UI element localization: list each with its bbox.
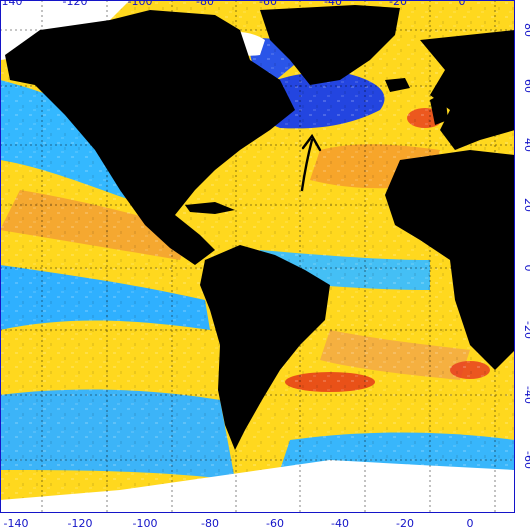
right-lat-tick: 20 bbox=[522, 198, 530, 212]
land-iceland bbox=[385, 78, 410, 92]
bottom-lon-tick: -40 bbox=[331, 517, 349, 530]
right-lat-tick: -60 bbox=[522, 451, 530, 469]
bottom-lon-tick: -60 bbox=[266, 517, 284, 530]
annotation-arrow bbox=[300, 133, 322, 192]
top-lon-tick: -20 bbox=[389, 0, 407, 8]
bottom-lon-tick: -140 bbox=[4, 517, 29, 530]
right-lat-tick: -20 bbox=[522, 321, 530, 339]
right-lat-tick: 60 bbox=[522, 79, 530, 93]
top-lon-tick: -80 bbox=[196, 0, 214, 8]
right-axis: 80 60 40 20 0 -20 -40 -60 bbox=[522, 23, 530, 469]
top-lon-tick: -140 bbox=[0, 0, 22, 8]
top-lon-tick: -40 bbox=[324, 0, 342, 8]
bottom-axis: -140 -120 -100 -80 -60 -40 -20 0 bbox=[4, 517, 474, 530]
top-lon-tick: 0 bbox=[459, 0, 466, 8]
land-uk bbox=[430, 92, 448, 125]
plot-border bbox=[0, 0, 515, 513]
right-lat-tick: 80 bbox=[522, 23, 530, 37]
bottom-lon-tick: 0 bbox=[467, 517, 474, 530]
top-lon-tick: -120 bbox=[63, 0, 88, 8]
graticule bbox=[0, 0, 515, 513]
top-lon-tick: -100 bbox=[128, 0, 153, 8]
arrow-head bbox=[301, 133, 322, 152]
ice-antarctic bbox=[0, 460, 515, 513]
land-africa bbox=[385, 150, 515, 370]
right-lat-tick: -40 bbox=[522, 386, 530, 404]
ocean-anomaly-field bbox=[0, 0, 515, 513]
top-lon-tick: -60 bbox=[259, 0, 277, 8]
land-south-america bbox=[200, 245, 330, 450]
right-lat-tick: 0 bbox=[522, 265, 530, 272]
arrow-shaft bbox=[300, 138, 314, 192]
bottom-lon-tick: -80 bbox=[201, 517, 219, 530]
bottom-lon-tick: -20 bbox=[396, 517, 414, 530]
land-north-america bbox=[5, 10, 295, 265]
bottom-lon-tick: -100 bbox=[133, 517, 158, 530]
top-axis: -140 -120 -100 -80 -60 -40 -20 0 bbox=[0, 0, 466, 8]
land-cuba bbox=[185, 202, 235, 214]
land-europe bbox=[420, 30, 515, 150]
bottom-lon-tick: -120 bbox=[68, 517, 93, 530]
right-lat-tick: 40 bbox=[522, 138, 530, 152]
